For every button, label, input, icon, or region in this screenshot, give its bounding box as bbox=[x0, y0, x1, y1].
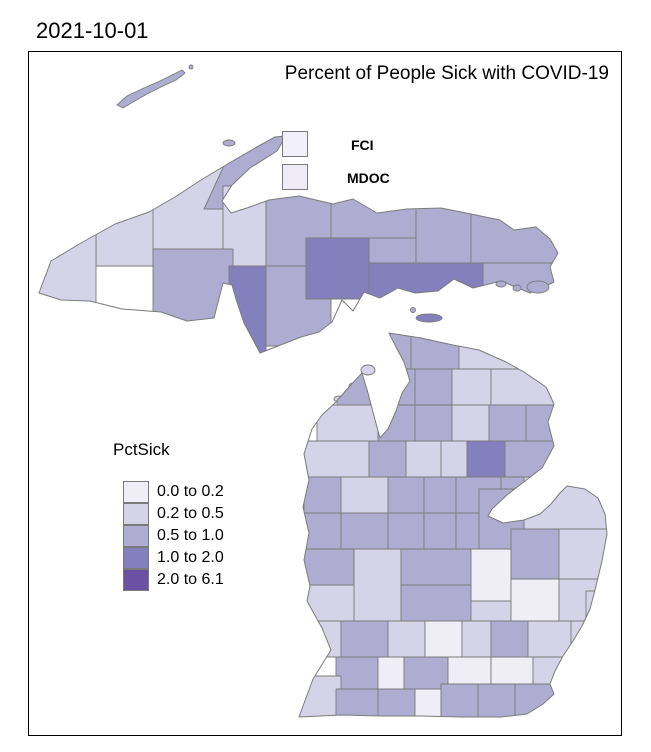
county-region bbox=[353, 548, 402, 622]
map-frame: Percent of People Sick with COVID-19 FCI… bbox=[28, 51, 622, 736]
michigan-map bbox=[38, 64, 608, 718]
county-region bbox=[482, 262, 558, 302]
county-region bbox=[500, 476, 550, 516]
county-region bbox=[414, 404, 453, 442]
county-region bbox=[466, 440, 506, 478]
county-region bbox=[303, 476, 342, 514]
county-region bbox=[410, 307, 416, 313]
county-region bbox=[488, 404, 527, 442]
county-region bbox=[470, 203, 558, 264]
fci-legend-label: FCI bbox=[351, 137, 374, 153]
legend-label-4: 1.0 to 2.0 bbox=[157, 549, 224, 566]
county-region bbox=[570, 620, 607, 658]
county-region bbox=[387, 512, 425, 550]
legend-swatch-5 bbox=[123, 569, 149, 591]
county-region bbox=[377, 656, 405, 694]
county-region bbox=[490, 620, 529, 658]
legend-swatch-3 bbox=[123, 525, 149, 547]
county-region bbox=[360, 364, 376, 376]
county-region bbox=[400, 548, 472, 586]
county-region bbox=[222, 139, 236, 147]
county-region bbox=[523, 476, 607, 530]
county-region bbox=[558, 578, 602, 622]
county-region bbox=[495, 280, 507, 288]
county-region bbox=[340, 620, 389, 658]
county-region bbox=[116, 69, 186, 109]
county-region bbox=[585, 590, 607, 647]
county-region bbox=[303, 584, 355, 622]
legend-swatch-2 bbox=[123, 503, 149, 525]
legend-label-1: 0.0 to 0.2 bbox=[157, 483, 224, 500]
county-region bbox=[387, 476, 425, 514]
county-region bbox=[440, 683, 479, 717]
county-region bbox=[377, 688, 416, 717]
county-region bbox=[414, 688, 442, 717]
county-region bbox=[152, 248, 234, 327]
county-region bbox=[405, 440, 442, 478]
county-region bbox=[316, 404, 379, 442]
legend-label-2: 0.2 to 0.5 bbox=[157, 505, 224, 522]
county-region bbox=[303, 512, 342, 550]
county-region bbox=[440, 440, 468, 478]
county-region bbox=[335, 688, 379, 717]
legend-swatch-4 bbox=[123, 547, 149, 569]
county-region bbox=[451, 368, 492, 406]
county-region bbox=[477, 683, 516, 717]
date-label: 2021-10-01 bbox=[36, 18, 149, 43]
county-region bbox=[410, 333, 460, 370]
county-region bbox=[39, 225, 97, 317]
county-region bbox=[303, 440, 370, 478]
fci-legend-swatch bbox=[282, 131, 308, 157]
lp-coastline bbox=[298, 332, 608, 718]
county-region bbox=[414, 368, 453, 406]
county-region bbox=[372, 333, 412, 370]
county-region bbox=[525, 404, 562, 444]
county-region bbox=[188, 64, 194, 70]
county-region bbox=[470, 548, 512, 602]
county-region bbox=[424, 620, 463, 658]
county-region bbox=[387, 620, 426, 658]
county-region bbox=[512, 284, 522, 292]
legend-swatch-1 bbox=[123, 481, 149, 503]
county-region bbox=[510, 578, 560, 622]
mdoc-legend-swatch bbox=[282, 164, 308, 190]
pctsick-legend-title: PctSick bbox=[113, 440, 170, 459]
county-region bbox=[423, 512, 457, 550]
county-region bbox=[368, 440, 407, 478]
county-region bbox=[504, 440, 556, 480]
county-region bbox=[340, 476, 389, 514]
county-region bbox=[299, 675, 342, 717]
county-region bbox=[527, 620, 572, 658]
county-region bbox=[335, 656, 379, 690]
county-region bbox=[451, 404, 490, 442]
county-region bbox=[526, 280, 550, 294]
county-region bbox=[303, 548, 355, 586]
county-region bbox=[228, 265, 267, 353]
county-region bbox=[470, 600, 512, 622]
county-region bbox=[303, 620, 342, 658]
mdoc-legend-label: MDOC bbox=[347, 170, 390, 186]
legend-label-3: 0.5 to 1.0 bbox=[157, 527, 224, 544]
map-title: Percent of People Sick with COVID-19 bbox=[284, 63, 609, 84]
legend-label-5: 2.0 to 6.1 bbox=[157, 571, 224, 588]
county-region bbox=[423, 476, 457, 514]
county-region bbox=[461, 620, 492, 658]
county-region bbox=[400, 584, 472, 622]
county-region bbox=[514, 683, 567, 717]
county-region bbox=[458, 333, 534, 376]
county-region bbox=[363, 262, 484, 302]
county-region bbox=[510, 528, 560, 580]
county-region bbox=[415, 313, 443, 323]
county-region bbox=[305, 237, 370, 300]
county-region bbox=[95, 185, 154, 267]
county-region bbox=[340, 512, 389, 550]
county-region bbox=[490, 368, 556, 408]
